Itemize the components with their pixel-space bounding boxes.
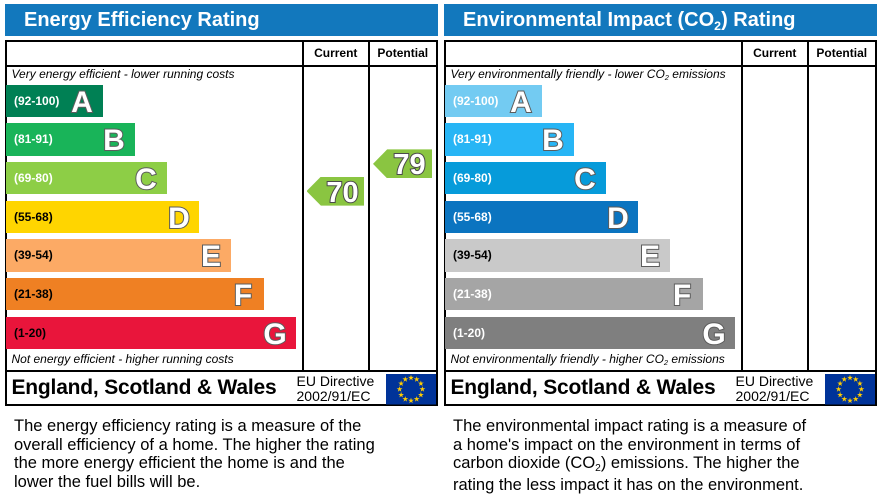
svg-text:D: D [168,202,190,232]
svg-text:A: A [510,86,532,116]
svg-text:E: E [640,240,660,270]
svg-text:C: C [575,163,597,193]
svg-text:G: G [703,318,726,348]
svg-text:E: E [201,240,221,270]
svg-text:B: B [103,124,125,154]
svg-text:B: B [542,124,564,154]
svg-text:G: G [264,318,287,348]
svg-text:F: F [234,279,252,309]
svg-text:F: F [673,279,691,309]
svg-text:D: D [607,202,629,232]
svg-text:C: C [136,163,158,193]
svg-text:79: 79 [393,149,425,178]
svg-text:A: A [71,86,93,116]
svg-text:70: 70 [326,177,358,206]
